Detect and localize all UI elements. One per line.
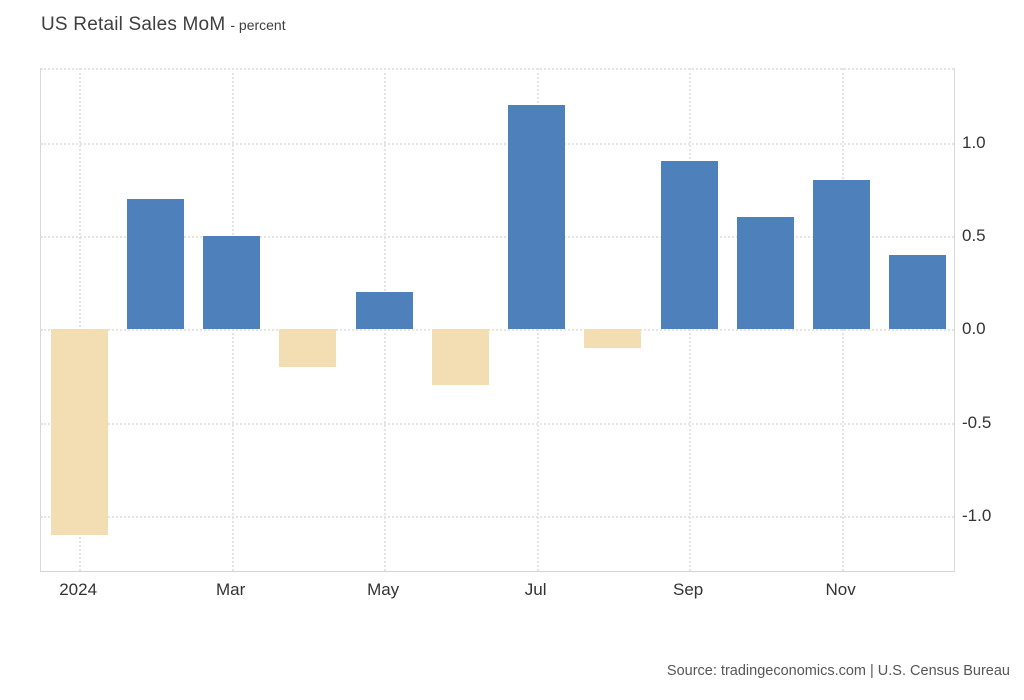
- bar-nov-2024[interactable]: [813, 180, 871, 330]
- chart-title: US Retail Sales MoM: [41, 14, 226, 35]
- h-gridline: [41, 236, 954, 238]
- bar-sep-2024[interactable]: [660, 161, 718, 330]
- v-gridline: [79, 68, 82, 571]
- y-tick-label: -1.0: [962, 506, 992, 525]
- y-tick-label: 0.5: [962, 226, 986, 245]
- x-tick-label: Nov: [825, 580, 856, 599]
- bar-jul-2024[interactable]: [508, 105, 566, 330]
- h-gridline: [41, 329, 954, 332]
- y-tick-label: 0.0: [962, 319, 986, 339]
- x-tick-label: 2024: [59, 580, 98, 599]
- bar-mar-2024[interactable]: [203, 236, 261, 330]
- bar-jan-2024[interactable]: [50, 329, 108, 535]
- h-gridline: [41, 516, 954, 518]
- bar-may-2024[interactable]: [355, 292, 413, 330]
- bar-oct-2024[interactable]: [736, 217, 794, 330]
- x-tick-label: Sep: [673, 580, 704, 599]
- h-gridline: [41, 422, 954, 425]
- h-gridline-top: [41, 68, 954, 70]
- y-tick-label: 1.0: [962, 132, 986, 152]
- chart-subtitle: - percent: [230, 17, 286, 33]
- h-gridline: [41, 142, 954, 145]
- bar-apr-2024[interactable]: [279, 329, 337, 367]
- bar-dec-2024[interactable]: [889, 254, 947, 330]
- y-tick-label: -0.5: [962, 412, 992, 432]
- x-tick-label: Jul: [524, 580, 547, 599]
- chart-header: US Retail Sales MoM - percent: [41, 14, 286, 36]
- plot-area: [40, 68, 955, 572]
- x-tick-label: May: [367, 580, 400, 599]
- x-tick-label: Mar: [215, 580, 246, 599]
- source-attribution: Source: tradingeconomics.com | U.S. Cens…: [666, 663, 1010, 679]
- bar-feb-2024[interactable]: [126, 198, 184, 330]
- bar-aug-2024[interactable]: [584, 329, 642, 348]
- bar-jun-2024[interactable]: [431, 329, 489, 386]
